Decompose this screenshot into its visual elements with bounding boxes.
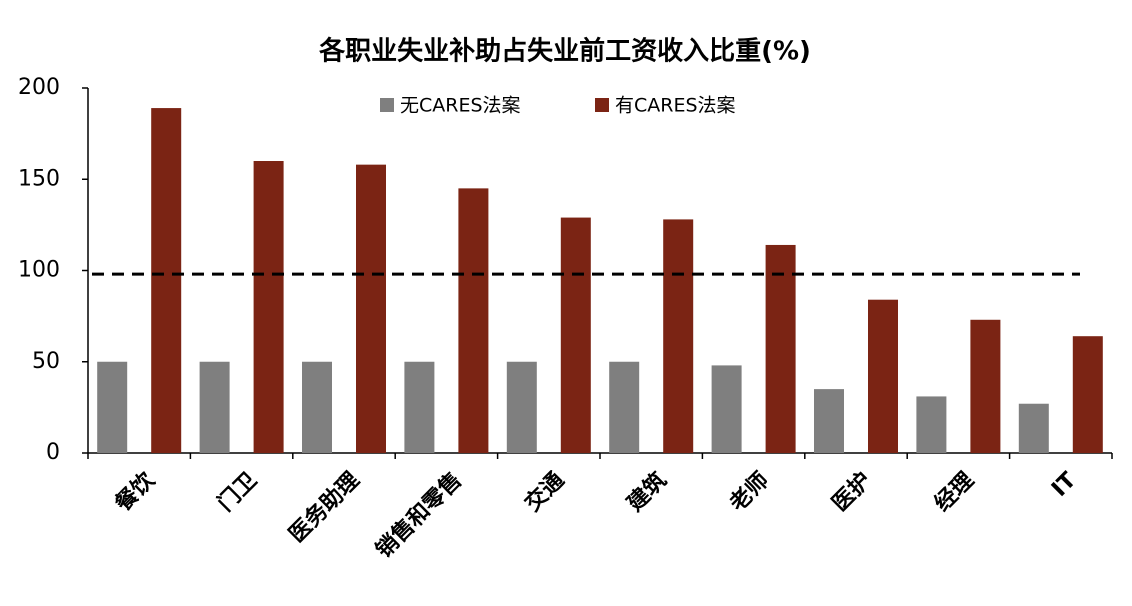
x-tick-label: 经理	[929, 467, 979, 517]
bar	[97, 361, 128, 453]
bar	[970, 319, 1001, 453]
bar	[765, 244, 796, 453]
y-tick-label: 100	[18, 258, 60, 283]
y-tick-label: 50	[32, 349, 60, 374]
legend-label: 有CARES法案	[615, 95, 736, 117]
chart-title: 各职业失业补助占失业前工资收入比重(%)	[318, 36, 811, 67]
y-tick-label: 0	[46, 440, 60, 465]
x-tick-label: IT	[1047, 468, 1081, 502]
bar	[356, 164, 386, 453]
x-tick-label: 门卫	[213, 467, 263, 517]
bar	[814, 389, 844, 453]
bar	[1072, 336, 1103, 453]
x-tick-label: 医务助理	[285, 468, 365, 548]
x-tick-label: 老师	[724, 467, 774, 517]
bar	[711, 365, 742, 453]
bar	[560, 217, 591, 453]
bar	[404, 361, 435, 453]
bar	[458, 188, 489, 453]
x-tick-label: 销售和零售	[371, 467, 467, 563]
bar	[663, 219, 694, 453]
bar	[609, 361, 640, 453]
y-tick-label: 200	[18, 75, 60, 100]
legend-swatch	[595, 98, 609, 112]
x-tick-label: 医护	[828, 468, 877, 517]
legend-swatch	[380, 98, 394, 112]
x-tick-label: 建筑	[622, 467, 672, 517]
y-tick-label: 150	[18, 166, 60, 191]
bar	[916, 396, 947, 453]
bar	[1018, 403, 1049, 453]
legend-label: 无CARES法案	[400, 95, 521, 117]
bar	[199, 361, 230, 453]
bar	[151, 108, 182, 453]
bar	[253, 161, 284, 453]
x-tick-label: 餐饮	[111, 467, 160, 516]
bar	[302, 361, 332, 453]
bar	[868, 299, 898, 453]
x-tick-label: 交通	[520, 467, 570, 517]
bar	[506, 361, 537, 453]
